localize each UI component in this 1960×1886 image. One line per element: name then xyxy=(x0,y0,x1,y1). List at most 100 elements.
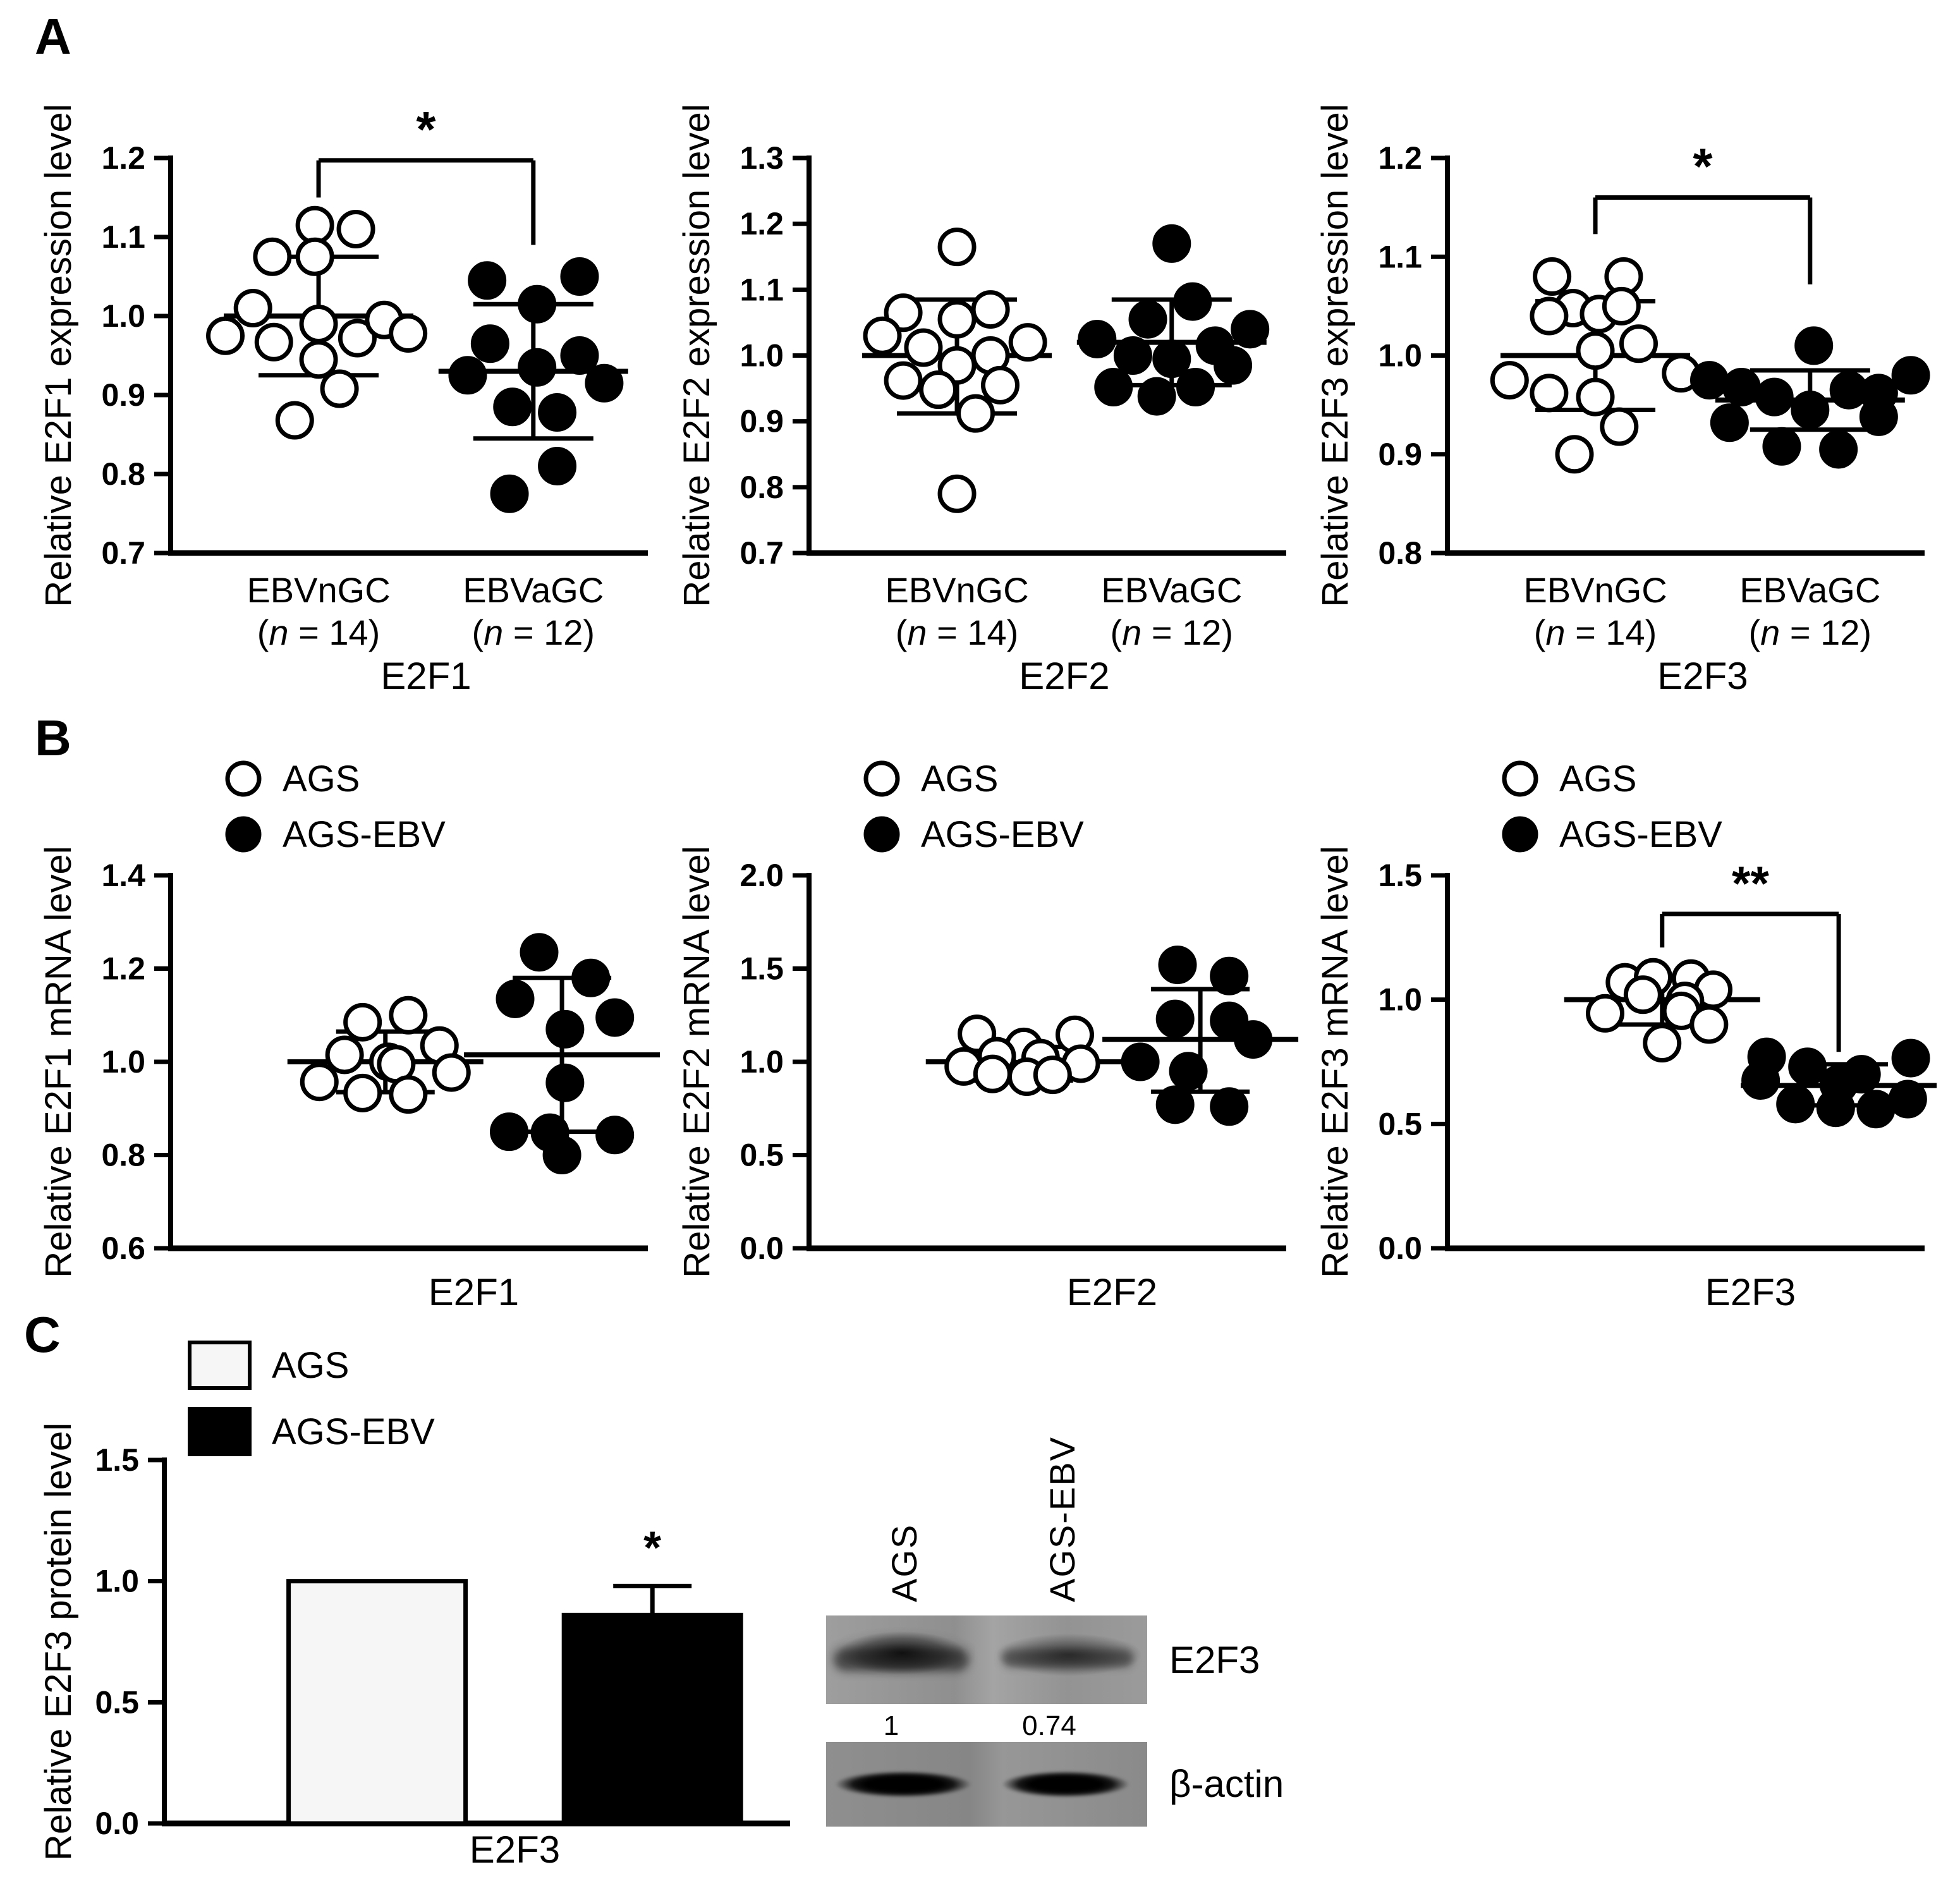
legend-swatch-AGS-EBV xyxy=(188,1407,252,1456)
svg-text:0.7: 0.7 xyxy=(101,535,145,571)
significance-marker: ** xyxy=(1732,857,1770,911)
svg-text:Relative E2F3 expression level: Relative E2F3 expression level xyxy=(1315,104,1356,607)
significance-bracket: * xyxy=(316,101,536,245)
chart-svg-a2: 0.7 0.8 0.9 1.0 1.1 1.2 1.3 Relative E2F2 expre… xyxy=(676,104,1286,697)
svg-text:1.3: 1.3 xyxy=(740,140,784,176)
svg-text:1.2: 1.2 xyxy=(1378,140,1422,176)
svg-text:1.1: 1.1 xyxy=(740,272,784,307)
svg-text:EBVnGC: EBVnGC xyxy=(1523,570,1667,610)
svg-text:0.8: 0.8 xyxy=(1378,535,1422,571)
group-EBVnGC: EBVnGC(n = 14) xyxy=(862,228,1052,652)
chart-svg-b1: 0.6 0.8 1.0 1.2 1.4 Relative E2F1 mRNA level E… xyxy=(38,758,660,1313)
svg-text:0.9: 0.9 xyxy=(101,377,145,413)
svg-text:EBVaGC: EBVaGC xyxy=(1739,570,1880,610)
group-AGS xyxy=(925,1014,1122,1097)
x-axis-title: E2F3 xyxy=(1705,1271,1796,1308)
x-axis-title: E2F3 xyxy=(1657,655,1748,692)
axes: 0.0 0.5 1.0 1.5 xyxy=(1378,858,1925,1266)
e2f3-western-blot-image xyxy=(826,1615,1147,1704)
svg-text:EBVnGC: EBVnGC xyxy=(885,570,1028,610)
svg-text:1.1: 1.1 xyxy=(101,219,145,255)
legend-marker-AGS xyxy=(1502,760,1538,797)
svg-text:0.5: 0.5 xyxy=(1378,1106,1422,1141)
legend: AGS AGS-EBV xyxy=(188,1341,435,1456)
scatter-chart-e2f1-tissue: 0.7 0.8 0.9 1.0 1.1 1.2 Relative E2F1 expressi… xyxy=(38,54,664,697)
x-axis-title: E2F2 xyxy=(1067,1271,1157,1308)
svg-text:Relative E2F3 protein level: Relative E2F3 protein level xyxy=(38,1423,79,1861)
chart-svg-a3: 0.8 0.9 1.0 1.1 1.2 Relative E2F3 expression … xyxy=(1315,104,1930,697)
legend-marker-AGS-EBV xyxy=(1502,816,1538,853)
group-AGS xyxy=(1564,958,1760,1062)
svg-text:(n = 14): (n = 14) xyxy=(896,612,1019,652)
axes: 0.0 0.5 1.0 1.5 2.0 xyxy=(740,858,1286,1266)
svg-text:0.0: 0.0 xyxy=(95,1806,139,1841)
e2f3-band-density-ags-ebv: 0.74 xyxy=(1022,1710,1076,1741)
legend-marker-AGS-EBV xyxy=(225,816,262,853)
svg-text:Relative E2F1 mRNA level: Relative E2F1 mRNA level xyxy=(38,846,79,1277)
x-axis-title: E2F1 xyxy=(429,1271,519,1308)
legend: AGS AGS-EBV xyxy=(225,758,446,855)
svg-text:0.0: 0.0 xyxy=(740,1231,784,1266)
svg-text:0.9: 0.9 xyxy=(1378,437,1422,472)
group-AGS-EBV xyxy=(1741,1037,1937,1129)
svg-text:0.6: 0.6 xyxy=(101,1231,145,1266)
points-AGS-EBV xyxy=(490,933,635,1174)
svg-text:(n = 14): (n = 14) xyxy=(257,612,380,652)
y-axis-label: Relative E2F2 expression level xyxy=(676,104,717,607)
legend-marker-AGS xyxy=(863,760,900,797)
axes: 0.7 0.8 0.9 1.0 1.1 1.2 1.3 xyxy=(740,140,1286,571)
group-EBVaGC: EBVaGC(n = 12) xyxy=(438,257,628,652)
y-axis-label: Relative E2F3 protein level xyxy=(38,1423,79,1861)
svg-text:0.8: 0.8 xyxy=(740,470,784,505)
svg-text:(n = 12): (n = 12) xyxy=(1749,612,1872,652)
svg-text:AGS-EBV: AGS-EBV xyxy=(283,814,446,855)
group-AGS-EBV xyxy=(1102,946,1299,1126)
points-EBVnGC xyxy=(1490,257,1701,474)
svg-text:1.0: 1.0 xyxy=(95,1564,139,1599)
chart-svg-c: 0.0 0.5 1.0 1.5 Relative E2F3 protein level *… xyxy=(38,1341,790,1871)
points-EBVnGC xyxy=(863,228,1047,513)
group-EBVaGC: EBVaGC(n = 12) xyxy=(1690,326,1930,652)
svg-text:1.2: 1.2 xyxy=(740,206,784,241)
svg-text:Relative E2F3 mRNA level: Relative E2F3 mRNA level xyxy=(1315,846,1356,1277)
bar-AGS-EBV: * xyxy=(561,1523,743,1826)
group-EBVnGC: EBVnGC(n = 14) xyxy=(1490,257,1701,652)
svg-text:1.0: 1.0 xyxy=(1378,982,1422,1018)
svg-text:0.0: 0.0 xyxy=(1378,1231,1422,1266)
svg-text:EBVaGC: EBVaGC xyxy=(463,570,604,610)
panel-label-b: B xyxy=(35,710,71,766)
svg-text:1.0: 1.0 xyxy=(1378,338,1422,374)
panel-label-a: A xyxy=(35,8,71,64)
svg-text:0.9: 0.9 xyxy=(740,404,784,439)
y-axis-label: Relative E2F1 mRNA level xyxy=(38,846,79,1277)
svg-text:1.5: 1.5 xyxy=(1378,858,1422,893)
scatter-chart-e2f2-mrna: 0.0 0.5 1.0 1.5 2.0 Relative E2F2 mRNA level E… xyxy=(676,727,1302,1313)
blot-row-label-beta-actin: β-actin xyxy=(1169,1763,1284,1805)
svg-text:(n = 14): (n = 14) xyxy=(1534,612,1657,652)
svg-text:1.2: 1.2 xyxy=(101,951,145,987)
points-EBVnGC xyxy=(206,205,428,440)
points-EBVaGC xyxy=(448,257,624,513)
svg-text:0.8: 0.8 xyxy=(101,456,145,492)
bar-AGS xyxy=(286,1579,468,1826)
axes: 0.7 0.8 0.9 1.0 1.1 1.2 xyxy=(101,140,648,571)
e2f3-band-ags-ebv xyxy=(997,1623,1141,1695)
points-AGS-EBV xyxy=(1741,1037,1930,1129)
svg-text:1.1: 1.1 xyxy=(1378,239,1422,274)
svg-text:1.0: 1.0 xyxy=(740,1044,784,1080)
significance-marker: * xyxy=(416,101,436,157)
y-axis-label: Relative E2F3 mRNA level xyxy=(1315,846,1356,1277)
scatter-chart-e2f1-mrna: 0.6 0.8 1.0 1.2 1.4 Relative E2F1 mRNA level E… xyxy=(38,727,664,1313)
svg-text:Relative E2F2 mRNA level: Relative E2F2 mRNA level xyxy=(676,846,717,1277)
svg-text:1.2: 1.2 xyxy=(101,140,145,176)
svg-text:1.0: 1.0 xyxy=(101,298,145,334)
group-EBVaGC: EBVaGC(n = 12) xyxy=(1076,224,1270,652)
svg-text:1.5: 1.5 xyxy=(740,951,784,987)
svg-text:1.5: 1.5 xyxy=(95,1442,139,1478)
svg-text:AGS: AGS xyxy=(921,758,999,800)
blot-lane-label-ags-ebv: AGS-EBV xyxy=(1042,1436,1082,1602)
svg-text:0.7: 0.7 xyxy=(740,535,784,571)
chart-svg-a1: 0.7 0.8 0.9 1.0 1.1 1.2 Relative E2F1 expressi… xyxy=(38,101,648,697)
scatter-chart-e2f3-mrna: 0.0 0.5 1.0 1.5 Relative E2F3 mRNA level E2F3… xyxy=(1315,727,1947,1313)
y-axis-label: Relative E2F1 expression level xyxy=(38,104,79,607)
